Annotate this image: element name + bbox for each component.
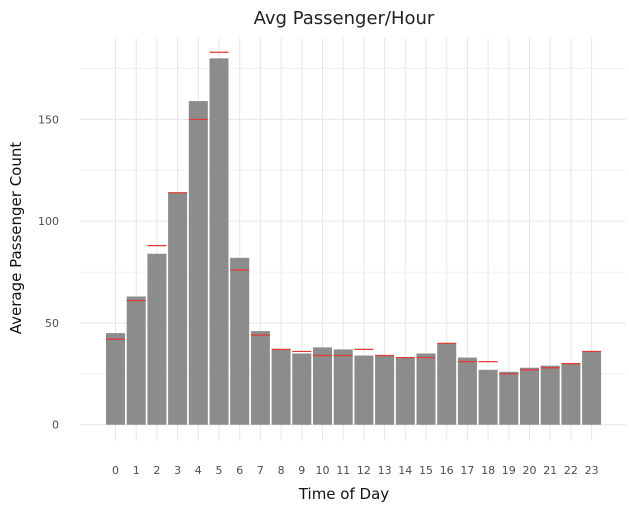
x-tick-label: 2	[153, 464, 160, 477]
bar	[209, 58, 229, 425]
x-tick-label: 13	[378, 464, 392, 477]
bar	[271, 349, 291, 425]
x-tick-label: 19	[502, 464, 516, 477]
y-tick-label: 150	[38, 113, 59, 126]
bar	[540, 365, 560, 425]
bar	[520, 367, 539, 425]
chart-title: Avg Passenger/Hour	[254, 8, 435, 29]
bar	[437, 343, 457, 425]
x-axis-label: Time of Day	[298, 485, 389, 503]
bar	[106, 333, 125, 425]
x-tick-label: 8	[278, 464, 285, 477]
bar	[478, 369, 498, 425]
x-tick-label: 20	[523, 464, 537, 477]
x-tick-label: 1	[133, 464, 140, 477]
bar	[395, 357, 415, 425]
bar	[333, 349, 353, 425]
bar	[168, 192, 188, 425]
bar	[499, 371, 519, 425]
x-tick-label: 12	[357, 464, 371, 477]
y-axis-label: Average Passenger Count	[7, 142, 25, 335]
bar	[313, 347, 332, 425]
bar	[375, 355, 395, 425]
bar	[561, 363, 581, 425]
bar	[354, 355, 374, 425]
x-tick-label: 11	[336, 464, 350, 477]
x-tick-label: 4	[195, 464, 202, 477]
bars	[106, 58, 602, 425]
x-tick-label: 10	[316, 464, 330, 477]
y-tick-label: 50	[45, 317, 59, 330]
x-tick-label: 21	[543, 464, 557, 477]
bar	[582, 351, 602, 425]
y-ticks: 0 50 100 150	[38, 113, 59, 431]
y-tick-label: 100	[38, 215, 59, 228]
bar	[457, 357, 477, 425]
x-tick-label: 23	[585, 464, 599, 477]
x-tick-label: 16	[440, 464, 454, 477]
bar	[147, 253, 167, 425]
x-tick-label: 22	[564, 464, 578, 477]
x-tick-label: 17	[460, 464, 474, 477]
x-tick-label: 0	[112, 464, 119, 477]
x-tick-label: 3	[174, 464, 181, 477]
bar	[250, 331, 270, 425]
x-tick-label: 14	[398, 464, 412, 477]
x-tick-label: 5	[216, 464, 223, 477]
bar	[292, 353, 312, 425]
x-tick-label: 7	[257, 464, 264, 477]
x-tick-label: 9	[298, 464, 305, 477]
bar	[416, 353, 436, 425]
x-tick-label: 15	[419, 464, 433, 477]
y-tick-label: 0	[52, 419, 59, 432]
bar	[188, 101, 208, 425]
bar	[230, 257, 250, 425]
x-tick-label: 18	[481, 464, 495, 477]
bar	[126, 296, 146, 425]
x-ticks: 0 1 2 3 4 5 6 7 8 9 10 11 12 13 14 15 16 17 18 19 20 21 22 23	[112, 464, 599, 477]
reference-lines	[106, 51, 602, 375]
x-tick-label: 6	[236, 464, 243, 477]
